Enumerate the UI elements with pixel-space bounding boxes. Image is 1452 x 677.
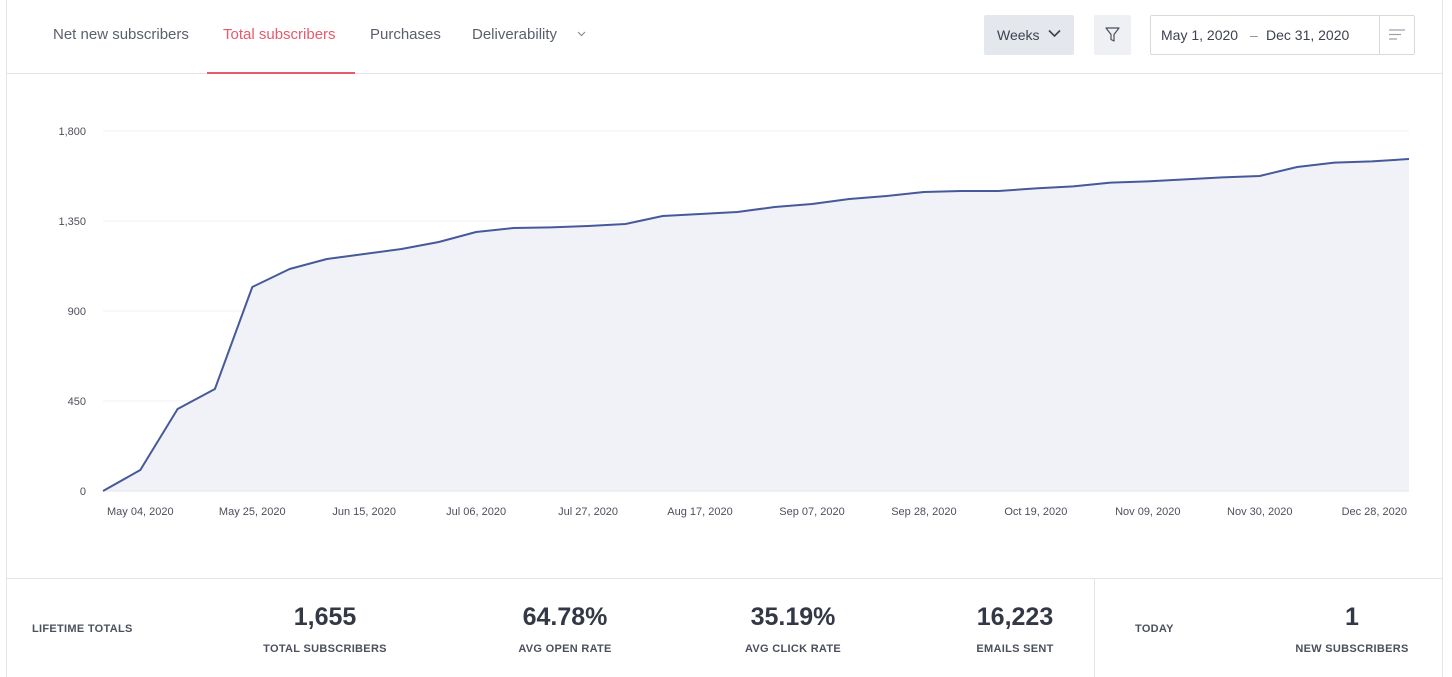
x-tick-label: Jul 06, 2020 <box>446 506 506 518</box>
interval-select[interactable]: Weeks <box>984 15 1074 55</box>
x-tick-label: Jun 15, 2020 <box>332 506 396 518</box>
x-tick-label: Sep 07, 2020 <box>779 506 844 518</box>
dashboard-panel: Net new subscribers Total subscribers Pu… <box>6 0 1443 677</box>
stat-value: 16,223 <box>976 603 1054 631</box>
x-tick-label: Nov 09, 2020 <box>1115 506 1180 518</box>
x-tick-label: Dec 28, 2020 <box>1342 506 1407 518</box>
stat-total-subscribers: 1,655 TOTAL SUBSCRIBERS <box>240 601 410 655</box>
stat-label: AVG CLICK RATE <box>744 643 842 655</box>
tab-purchases[interactable]: Purchases <box>370 26 441 43</box>
today-label: TODAY <box>1135 623 1174 635</box>
stat-label: TOTAL SUBSCRIBERS <box>263 643 387 655</box>
filter-icon <box>1105 27 1120 42</box>
total-subscribers-chart: 0 450 900 1,350 1,800 May 04, 2020 May 25, 202… <box>58 126 1410 518</box>
interval-select-value: Weeks <box>997 27 1040 43</box>
series-area <box>103 159 1409 491</box>
x-tick-label: Aug 17, 2020 <box>667 506 732 518</box>
report-tabs-bar: Net new subscribers Total subscribers Pu… <box>7 0 1442 74</box>
y-tick-label: 0 <box>80 486 86 498</box>
chevron-down-icon <box>1048 29 1061 38</box>
stat-label: NEW SUBSCRIBERS <box>1295 643 1409 655</box>
x-tick-label: Sep 28, 2020 <box>891 506 956 518</box>
date-range-menu-button[interactable] <box>1379 16 1414 54</box>
date-range-start[interactable]: May 1, 2020 <box>1161 27 1239 43</box>
active-tab-indicator <box>207 72 355 74</box>
x-tick-label: Oct 19, 2020 <box>1004 506 1067 518</box>
filter-button[interactable] <box>1094 15 1131 55</box>
tab-deliverability[interactable]: Deliverability <box>472 26 558 43</box>
lifetime-totals-bar: LIFETIME TOTALS 1,655 TOTAL SUBSCRIBERS … <box>6 578 1443 677</box>
stat-avg-open-rate: 64.78% AVG OPEN RATE <box>480 601 650 655</box>
date-range-separator: – <box>1250 27 1258 43</box>
y-tick-label: 450 <box>68 396 86 408</box>
x-tick-label: Nov 30, 2020 <box>1227 506 1292 518</box>
x-tick-label: Jul 27, 2020 <box>558 506 618 518</box>
stat-value: 1,655 <box>293 603 357 631</box>
totals-divider <box>1094 579 1095 677</box>
tab-net-new-subscribers[interactable]: Net new subscribers <box>53 26 189 43</box>
stat-value: 35.19% <box>750 603 836 631</box>
y-tick-label: 900 <box>68 306 86 318</box>
stat-emails-sent: 16,223 EMAILS SENT <box>930 601 1100 655</box>
stat-new-subscribers-today: 1 NEW SUBSCRIBERS <box>1267 601 1437 655</box>
tab-total-subscribers[interactable]: Total subscribers <box>223 26 336 43</box>
menu-lines-icon <box>1389 29 1405 40</box>
stat-avg-click-rate: 35.19% AVG CLICK RATE <box>708 601 878 655</box>
stat-value: 1 <box>1345 603 1359 631</box>
lifetime-totals-label: LIFETIME TOTALS <box>32 623 133 635</box>
series-line <box>102 158 1410 492</box>
y-tick-label: 1,800 <box>58 126 86 138</box>
date-range-picker[interactable]: May 1, 2020 – Dec 31, 2020 <box>1150 15 1415 55</box>
x-tick-label: May 04, 2020 <box>107 506 174 518</box>
stat-label: EMAILS SENT <box>976 643 1054 655</box>
stat-value: 64.78% <box>522 603 608 631</box>
y-tick-label: 1,350 <box>58 216 86 228</box>
date-range-end[interactable]: Dec 31, 2020 <box>1266 27 1350 43</box>
chevron-down-icon[interactable] <box>577 0 586 74</box>
x-tick-label: May 25, 2020 <box>219 506 286 518</box>
stat-label: AVG OPEN RATE <box>518 643 612 655</box>
